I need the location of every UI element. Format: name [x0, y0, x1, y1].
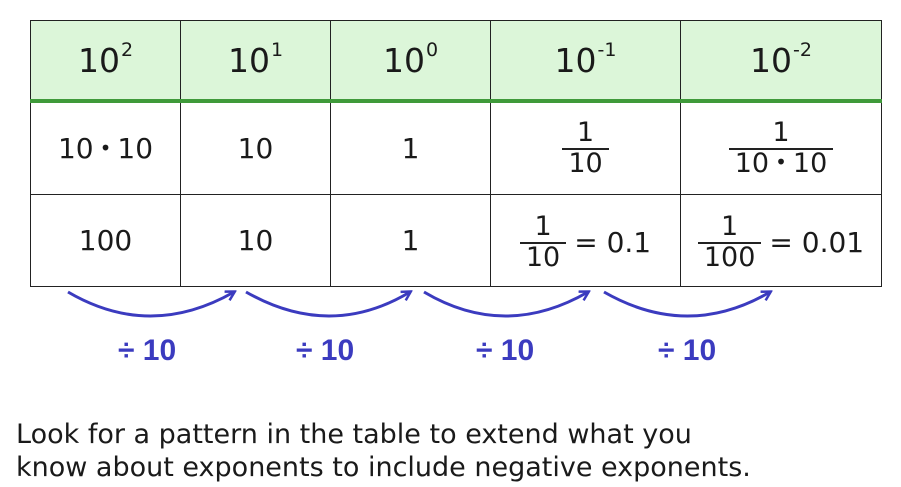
- table-cell: 1: [330, 100, 491, 195]
- arrow-icon: [67, 292, 234, 318]
- header-cell: 101: [180, 20, 331, 103]
- caption: Look for a pattern in the table to exten…: [16, 418, 896, 484]
- division-arrows: [67, 282, 901, 318]
- caption-line: know about exponents to include negative…: [16, 452, 751, 483]
- division-label: ÷ 10: [476, 334, 535, 367]
- division-label: ÷ 10: [118, 334, 177, 367]
- header-cell: 10-2: [680, 20, 882, 103]
- header-cell: 10-1: [490, 20, 681, 103]
- table-header-row: 102 101 100 10-1 10-2: [30, 20, 882, 103]
- division-label: ÷ 10: [658, 334, 717, 367]
- fraction: 1 10: [562, 118, 609, 178]
- header-cell: 100: [330, 20, 491, 103]
- table-row-value: 100 10 1 1 10 = 0.1 1 100 = 0.01: [30, 194, 882, 287]
- arrow-icon: [603, 292, 770, 318]
- caption-line: Look for a pattern in the table to exten…: [16, 419, 692, 450]
- table-cell: 1 10: [490, 100, 681, 195]
- table-cell: 10 • 10: [30, 100, 181, 195]
- table-cell: 100: [30, 194, 181, 287]
- fraction: 1 10 • 10: [728, 118, 834, 178]
- fraction: 1 10: [519, 212, 567, 272]
- table-cell: 10: [180, 100, 331, 195]
- table-cell: 1 10 = 0.1: [490, 194, 681, 287]
- table-cell: 10: [180, 194, 331, 287]
- header-cell: 102: [30, 20, 181, 103]
- table-cell: 1 100 = 0.01: [680, 194, 882, 287]
- table-cell: 1 10 • 10: [680, 100, 882, 195]
- arrow-icon: [423, 292, 588, 318]
- fraction: 1 100: [697, 212, 762, 272]
- arrow-icon: [245, 292, 410, 318]
- division-label: ÷ 10: [296, 334, 355, 367]
- table-cell: 1: [330, 194, 491, 287]
- exponent-table: 102 101 100 10-1 10-2 10 • 10 10 1 1 10 1 10…: [30, 20, 882, 287]
- table-row-expanded: 10 • 10 10 1 1 10 1 10 • 10: [30, 100, 882, 195]
